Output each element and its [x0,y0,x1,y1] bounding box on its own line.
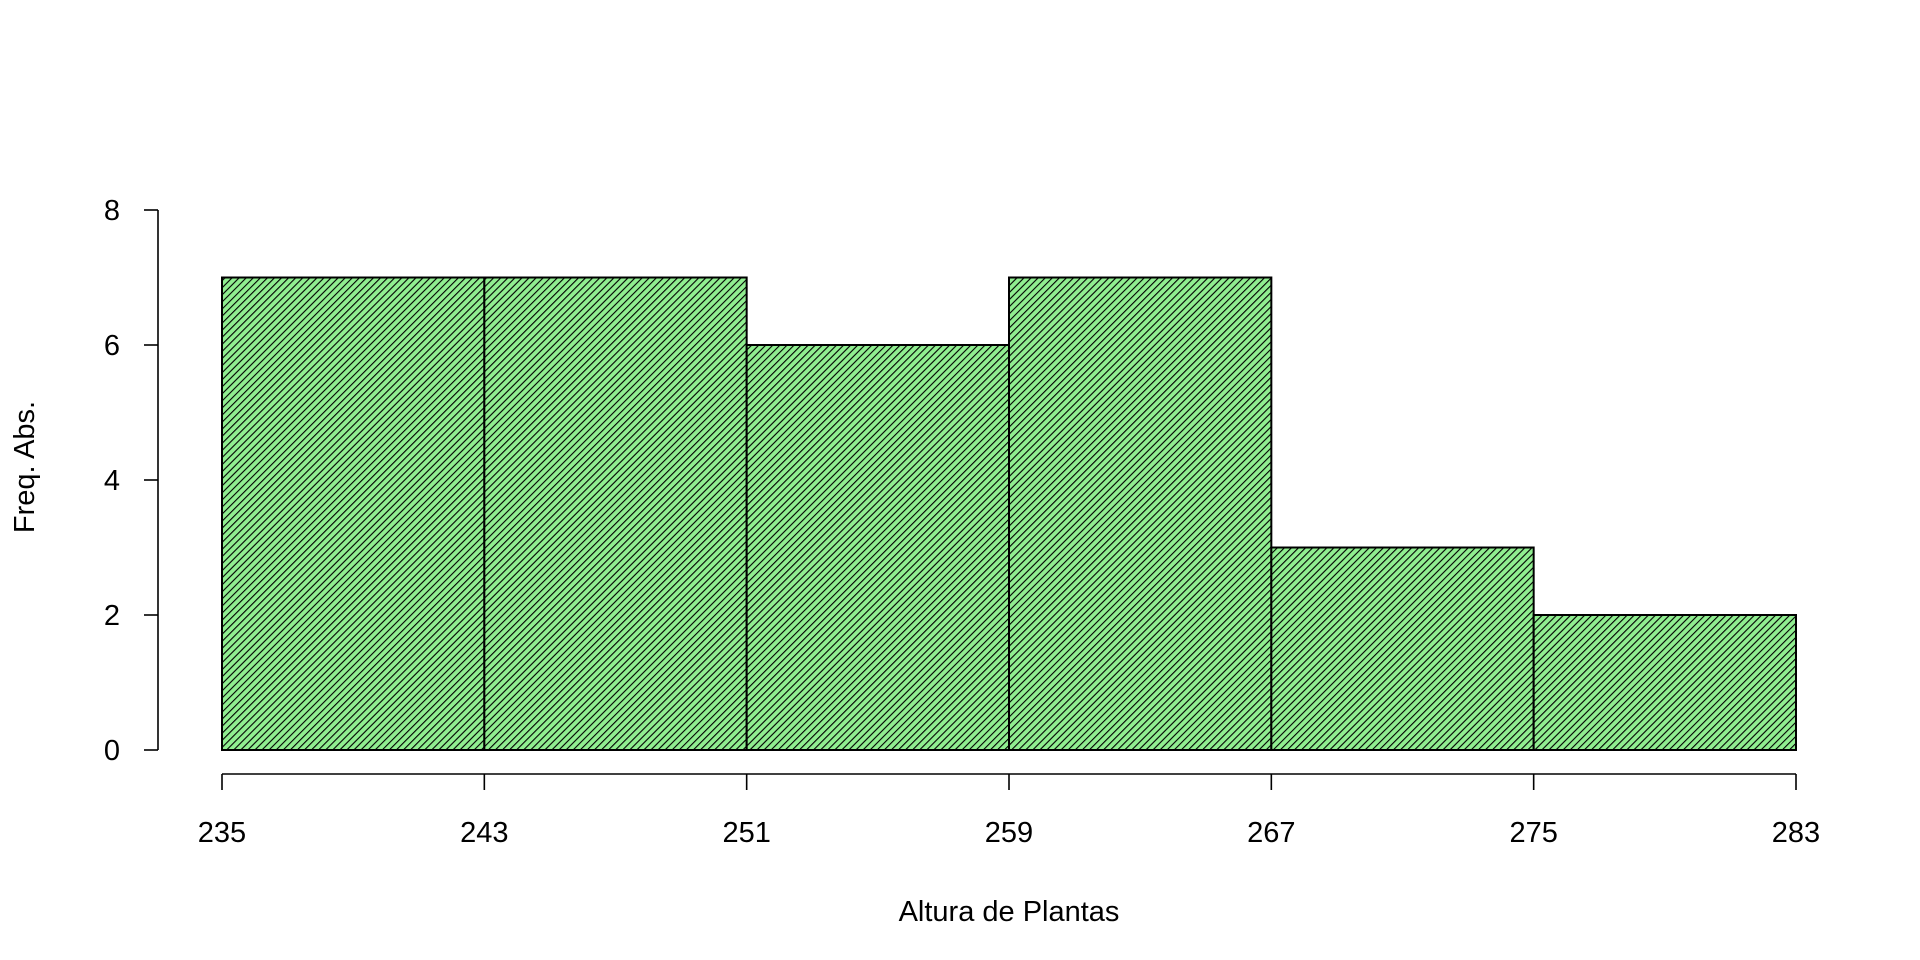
histogram-bar [1009,278,1271,751]
histogram-bar [1534,615,1796,750]
x-tick-label: 275 [1509,817,1557,849]
x-tick-label: 283 [1772,817,1820,849]
x-tick-label: 235 [198,817,246,849]
y-tick-label: 8 [104,195,120,227]
histogram-bar [1271,548,1533,751]
x-tick-label: 259 [985,817,1033,849]
y-axis: 0 2 4 6 8 [104,195,158,767]
y-tick-label: 2 [104,600,120,632]
bars-group [222,278,1796,751]
x-tick-label: 251 [722,817,770,849]
y-tick-label: 4 [104,465,120,497]
histogram-bar [747,345,1009,750]
x-tick-label: 267 [1247,817,1295,849]
y-tick-label: 0 [104,735,120,767]
x-axis-title: Altura de Plantas [899,896,1120,928]
x-ticks-group: 235 243 251 259 267 275 283 [198,774,1820,849]
y-tick-label: 6 [104,330,120,362]
x-tick-label: 243 [460,817,508,849]
histogram-bar [222,278,484,751]
histogram-bar [484,278,746,751]
y-ticks-group: 0 2 4 6 8 [104,195,158,767]
x-axis: 235 243 251 259 267 275 283 [198,774,1820,849]
y-axis-title: Freq. Abs. [9,401,41,533]
